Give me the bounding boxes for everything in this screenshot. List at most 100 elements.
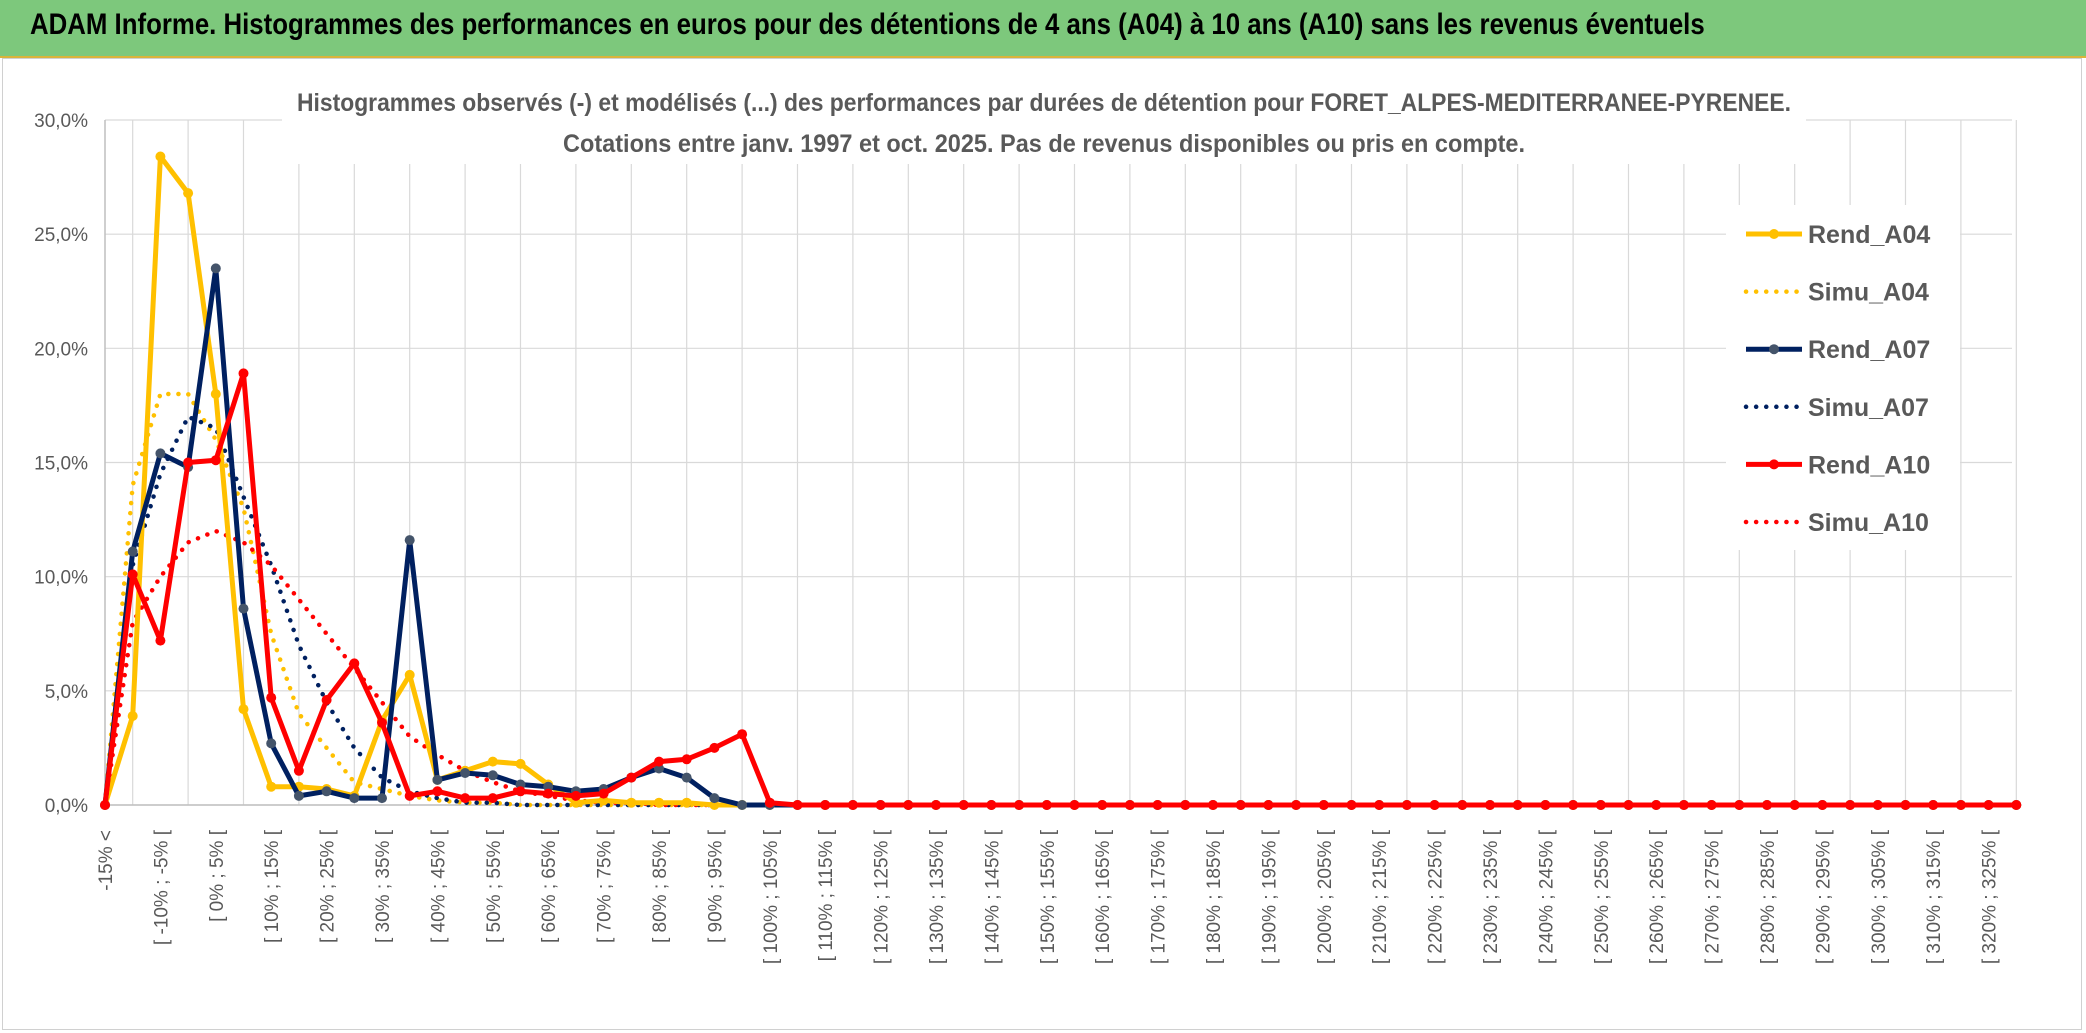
point-rend-a10 bbox=[293, 765, 304, 776]
point-rend-a10 bbox=[626, 772, 637, 783]
point-rend-a10 bbox=[377, 717, 387, 728]
point-rend-a10 bbox=[792, 800, 803, 810]
point-rend-a10 bbox=[515, 786, 526, 797]
y-tick-label: 5,0% bbox=[45, 682, 88, 703]
point-rend-a10 bbox=[1401, 800, 1412, 810]
x-tick-label: [ 290% ; 295% [ bbox=[1813, 829, 1834, 964]
x-tick-label: [ 190% ; 195% [ bbox=[1259, 829, 1280, 964]
point-rend-a10 bbox=[903, 800, 914, 810]
legend-label-rend-a07: Rend_A07 bbox=[1808, 336, 1930, 364]
point-rend-a07 bbox=[349, 793, 360, 804]
point-rend-a10 bbox=[1983, 800, 1994, 810]
y-tick-label: 15,0% bbox=[34, 454, 88, 475]
x-tick-label: [ 170% ; 175% [ bbox=[1149, 829, 1170, 964]
point-rend-a07 bbox=[543, 781, 554, 792]
point-rend-a10 bbox=[1429, 800, 1440, 810]
x-tick-label: [ 40% ; 45% [ bbox=[428, 829, 449, 943]
point-rend-a10 bbox=[1180, 800, 1191, 810]
point-rend-a10 bbox=[1457, 800, 1468, 810]
point-rend-a10 bbox=[1374, 800, 1385, 810]
point-rend-a04 bbox=[626, 797, 637, 808]
point-rend-a10 bbox=[321, 695, 332, 705]
point-rend-a10 bbox=[1789, 800, 1800, 810]
legend-label-rend-a04: Rend_A04 bbox=[1808, 221, 1930, 249]
report-title: ADAM Informe. Histogrammes des performan… bbox=[30, 8, 1705, 41]
x-tick-label: [ 10% ; 15% [ bbox=[262, 829, 283, 943]
point-rend-a04 bbox=[654, 797, 664, 808]
point-rend-a10 bbox=[931, 800, 941, 810]
legend-box bbox=[1726, 205, 1960, 550]
x-tick-label: [ 60% ; 65% [ bbox=[539, 829, 560, 943]
legend-label-simu-a10: Simu_A10 bbox=[1808, 509, 1929, 537]
x-tick-label: [ 110% ; 115% [ bbox=[816, 829, 837, 961]
point-rend-a10 bbox=[1762, 800, 1772, 810]
x-tick-label: [ 280% ; 285% [ bbox=[1758, 829, 1779, 964]
x-tick-label: [ 70% ; 75% [ bbox=[595, 829, 616, 943]
point-rend-a10 bbox=[1845, 800, 1856, 810]
point-rend-a10 bbox=[1263, 800, 1274, 810]
point-rend-a10 bbox=[1097, 800, 1108, 810]
point-rend-a10 bbox=[487, 793, 498, 804]
point-rend-a07 bbox=[487, 770, 498, 781]
point-rend-a04 bbox=[515, 758, 526, 769]
point-rend-a10 bbox=[958, 800, 969, 810]
point-rend-a10 bbox=[1235, 800, 1246, 810]
point-rend-a10 bbox=[1817, 800, 1828, 810]
point-rend-a04 bbox=[210, 389, 221, 399]
point-rend-a10 bbox=[1706, 800, 1717, 810]
x-tick-label: [ 120% ; 125% [ bbox=[872, 829, 893, 964]
point-rend-a10 bbox=[764, 797, 775, 808]
legend-marker-rend-a10 bbox=[1769, 459, 1779, 470]
point-rend-a10 bbox=[1485, 800, 1495, 810]
x-tick-label: [ 300% ; 305% [ bbox=[1869, 829, 1890, 964]
point-rend-a04 bbox=[127, 711, 138, 721]
point-rend-a07 bbox=[266, 738, 277, 749]
point-rend-a10 bbox=[460, 793, 471, 804]
point-rend-a04 bbox=[709, 800, 720, 810]
point-rend-a10 bbox=[1318, 800, 1329, 810]
point-rend-a10 bbox=[709, 742, 720, 753]
x-tick-label: [ 260% ; 265% [ bbox=[1647, 829, 1668, 964]
y-tick-label: 10,0% bbox=[34, 568, 88, 589]
point-rend-a10 bbox=[570, 790, 581, 801]
x-tick-label: [ 180% ; 185% [ bbox=[1204, 829, 1225, 964]
point-rend-a07 bbox=[709, 793, 720, 804]
chart-title: Histogrammes observés (-) et modélisés (… bbox=[297, 89, 1791, 117]
point-rend-a10 bbox=[598, 788, 609, 799]
point-rend-a10 bbox=[1928, 800, 1939, 810]
x-tick-label: [ 320% ; 325% [ bbox=[1980, 829, 2001, 964]
legend-label-rend-a10: Rend_A10 bbox=[1808, 451, 1930, 479]
point-rend-a10 bbox=[986, 800, 997, 810]
point-rend-a10 bbox=[100, 800, 110, 810]
point-rend-a10 bbox=[432, 786, 443, 797]
point-rend-a07 bbox=[377, 793, 387, 804]
point-rend-a10 bbox=[875, 800, 886, 810]
point-rend-a04 bbox=[404, 669, 415, 680]
point-rend-a10 bbox=[210, 455, 221, 466]
series-lines bbox=[100, 151, 2022, 810]
x-tick-label: -15% < bbox=[96, 830, 117, 891]
point-rend-a07 bbox=[432, 774, 443, 785]
point-rend-a10 bbox=[1568, 800, 1579, 810]
point-rend-a10 bbox=[238, 368, 249, 379]
point-rend-a10 bbox=[1651, 800, 1662, 810]
x-tick-label: [ 100% ; 105% [ bbox=[761, 829, 782, 964]
point-rend-a07 bbox=[737, 800, 748, 810]
x-axis-ticks: -15% < [ -10% ; -5% [[ 0% ; 5% [[ 10% ; 1… bbox=[96, 829, 2001, 964]
point-rend-a10 bbox=[1872, 800, 1883, 810]
point-rend-a10 bbox=[404, 790, 415, 801]
point-rend-a07 bbox=[404, 535, 415, 546]
y-axis-ticks: 0,0% 5,0% 10,0% 15,0% 20,0% 25,0% 30,0% bbox=[34, 111, 88, 817]
point-rend-a10 bbox=[1623, 800, 1634, 810]
x-tick-label: [ 30% ; 35% [ bbox=[373, 829, 394, 943]
point-rend-a10 bbox=[155, 635, 166, 646]
x-tick-label: [ 130% ; 135% [ bbox=[927, 829, 948, 964]
point-rend-a10 bbox=[2011, 800, 2022, 810]
x-tick-label: [ 20% ; 25% [ bbox=[318, 829, 339, 943]
point-rend-a10 bbox=[127, 569, 138, 580]
x-tick-label: [ 140% ; 145% [ bbox=[982, 829, 1003, 964]
x-tick-label: [ 90% ; 95% [ bbox=[705, 829, 726, 943]
x-tick-label: [ 80% ; 85% [ bbox=[650, 829, 671, 943]
point-rend-a07 bbox=[210, 263, 221, 274]
